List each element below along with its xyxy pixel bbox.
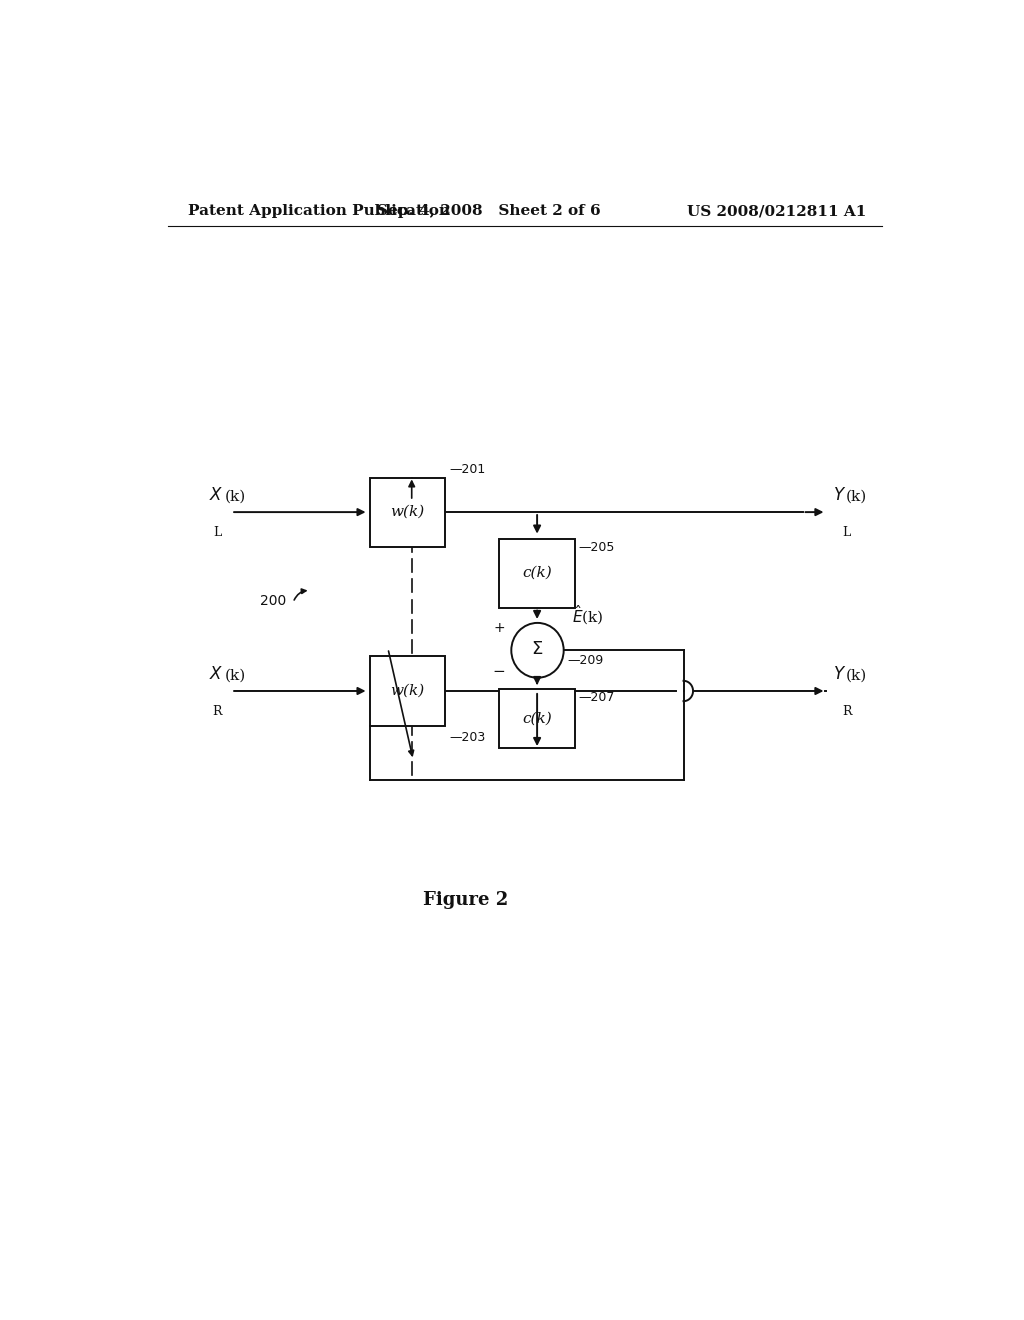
Text: w(k): w(k) bbox=[390, 684, 425, 698]
Ellipse shape bbox=[511, 623, 563, 677]
Bar bbox=[500, 689, 574, 748]
Text: −: − bbox=[493, 664, 505, 680]
Text: —203: —203 bbox=[450, 731, 485, 743]
Bar bbox=[370, 478, 445, 546]
Text: R: R bbox=[842, 705, 852, 718]
Text: Patent Application Publication: Patent Application Publication bbox=[187, 205, 450, 218]
Text: 200: 200 bbox=[260, 594, 287, 607]
Text: $Y$: $Y$ bbox=[833, 665, 846, 682]
Text: —209: —209 bbox=[567, 653, 604, 667]
Text: (k): (k) bbox=[846, 669, 867, 682]
Text: (k): (k) bbox=[846, 490, 867, 504]
Bar bbox=[500, 539, 574, 607]
Text: $X$: $X$ bbox=[209, 487, 223, 504]
Text: —207: —207 bbox=[579, 690, 615, 704]
Text: w(k): w(k) bbox=[390, 506, 425, 519]
Text: +: + bbox=[494, 620, 505, 635]
Text: Sep. 4, 2008   Sheet 2 of 6: Sep. 4, 2008 Sheet 2 of 6 bbox=[377, 205, 601, 218]
Text: Figure 2: Figure 2 bbox=[423, 891, 508, 909]
Text: L: L bbox=[842, 527, 851, 540]
Text: (k): (k) bbox=[225, 490, 246, 504]
Text: (k): (k) bbox=[225, 669, 246, 682]
Text: R: R bbox=[212, 705, 221, 718]
Text: L: L bbox=[213, 527, 221, 540]
Text: $\hat{E}$(k): $\hat{E}$(k) bbox=[571, 603, 603, 627]
Text: $\Sigma$: $\Sigma$ bbox=[531, 640, 544, 659]
Text: c(k): c(k) bbox=[522, 711, 552, 726]
Text: $Y$: $Y$ bbox=[833, 487, 846, 504]
Bar bbox=[370, 656, 445, 726]
Text: c(k): c(k) bbox=[522, 566, 552, 579]
Text: —205: —205 bbox=[579, 541, 615, 553]
Text: —201: —201 bbox=[450, 462, 485, 475]
Text: $X$: $X$ bbox=[209, 665, 223, 682]
Text: US 2008/0212811 A1: US 2008/0212811 A1 bbox=[687, 205, 866, 218]
